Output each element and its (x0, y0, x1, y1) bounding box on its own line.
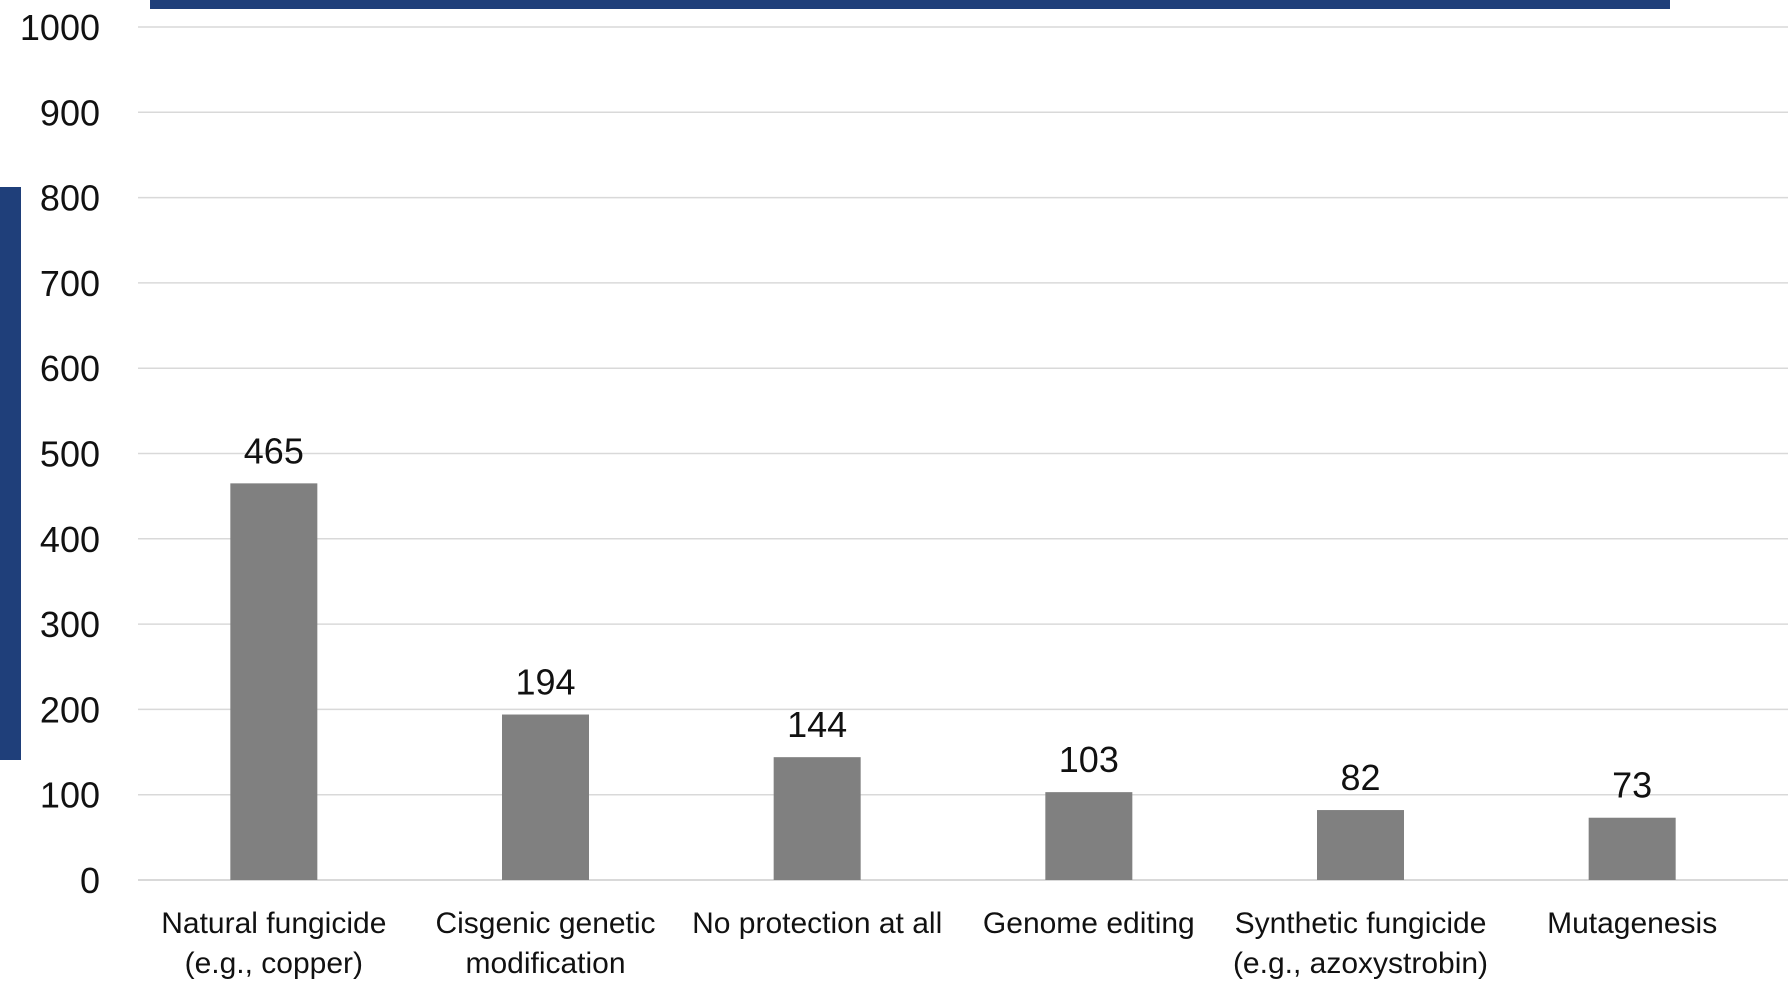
y-tick-label: 700 (40, 263, 100, 304)
gridlines (138, 26, 1788, 881)
x-category-label-line: Mutagenesis (1547, 907, 1717, 940)
data-label: 73 (1612, 765, 1652, 806)
y-tick-label: 200 (40, 689, 100, 730)
data-label: 194 (515, 662, 575, 703)
y-tick-label: 900 (40, 92, 100, 133)
bar (1045, 792, 1133, 880)
x-category-label-line: (e.g., copper) (185, 947, 363, 980)
data-label: 144 (787, 704, 847, 745)
left-accent-bar (0, 187, 21, 760)
x-category-label: Synthetic fungicide (e.g., azoxystrobin) (1233, 907, 1488, 980)
x-category-label: Cisgenic genetic modification (435, 907, 655, 980)
y-tick-label: 600 (40, 348, 100, 389)
bar (773, 757, 861, 880)
bar (1588, 817, 1676, 880)
data-label: 103 (1059, 739, 1119, 780)
x-category-label-line: No protection at all (692, 907, 942, 940)
data-labels: 465 194 144 103 82 73 (244, 430, 1652, 805)
x-category-label: Genome editing (983, 907, 1195, 940)
y-tick-label: 400 (40, 519, 100, 560)
x-axis-categories: Natural fungicide (e.g., copper) Cisgenic … (161, 907, 1717, 980)
bar (230, 483, 318, 880)
data-label: 82 (1340, 757, 1380, 798)
y-tick-label: 100 (40, 775, 100, 816)
x-category-label-line: Cisgenic genetic (435, 907, 655, 940)
x-category-label-line: Genome editing (983, 907, 1195, 940)
bar (1317, 810, 1404, 880)
x-category-label-line: modification (465, 947, 625, 980)
bar (502, 714, 589, 880)
x-category-label-line: (e.g., azoxystrobin) (1233, 947, 1488, 980)
y-tick-label: 500 (40, 434, 100, 475)
top-accent-bar (150, 0, 1670, 9)
y-tick-label: 800 (40, 178, 100, 219)
x-category-label: No protection at all (692, 907, 942, 940)
y-tick-label: 0 (80, 860, 100, 901)
x-category-label-line: Natural fungicide (161, 907, 386, 940)
y-tick-label: 1000 (20, 7, 100, 48)
y-tick-label: 300 (40, 604, 100, 645)
y-axis-ticks: 0 100 200 300 400 500 600 700 800 900 1000 (20, 7, 100, 901)
x-category-label: Natural fungicide (e.g., copper) (161, 907, 386, 980)
data-label: 465 (244, 430, 304, 471)
x-category-label-line: Synthetic fungicide (1235, 907, 1487, 940)
bars (230, 483, 1676, 880)
x-category-label: Mutagenesis (1547, 907, 1717, 940)
